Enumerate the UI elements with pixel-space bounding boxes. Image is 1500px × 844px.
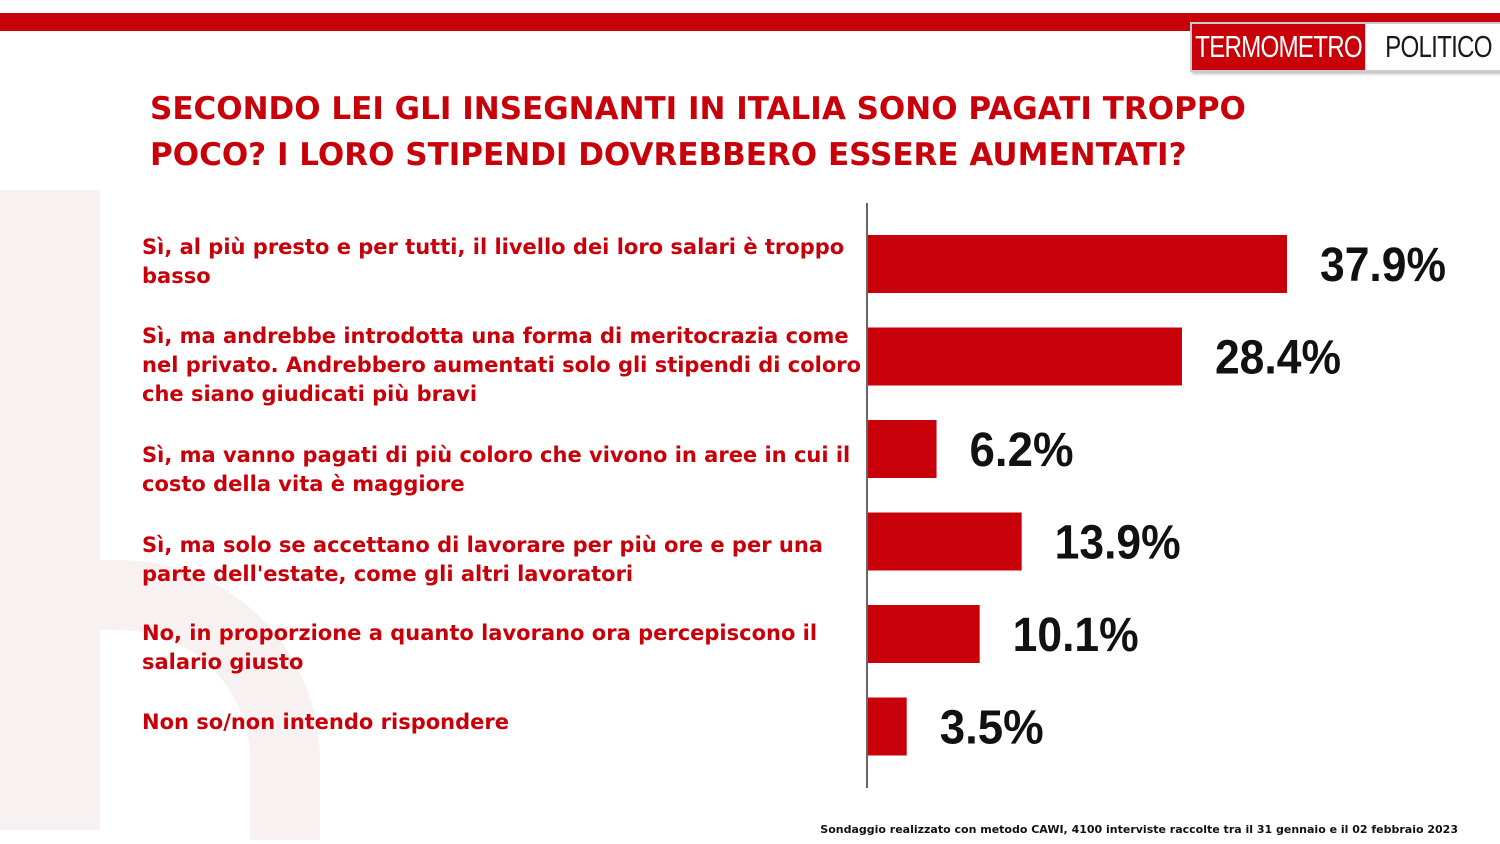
data-label-4: 13.9% (1055, 517, 1181, 570)
category-label-6: Non so/non intendo rispondere (142, 710, 509, 734)
chart-title: SECONDO LEI GLI INSEGNANTI IN ITALIA SON… (150, 91, 1246, 173)
category-label-5: No, in proporzione a quanto lavorano ora… (142, 621, 818, 674)
bar-3 (868, 420, 937, 478)
bar-1 (868, 235, 1287, 293)
data-label-1: 37.9% (1320, 239, 1446, 292)
category-label-4: Sì, ma solo se accettano di lavorare per… (142, 533, 823, 586)
data-label-2: 28.4% (1215, 332, 1341, 385)
top-red-band (0, 13, 1500, 31)
data-label-6: 3.5% (940, 702, 1044, 755)
logo-right-text: POLITICO (1384, 29, 1492, 64)
bar-2 (868, 327, 1182, 386)
category-label-2: Sì, ma andrebbe introdotta una forma di … (142, 324, 862, 406)
logo-left-text: TERMOMETRO (1192, 24, 1366, 70)
bar-4 (868, 512, 1022, 571)
data-label-3: 6.2% (970, 424, 1074, 477)
bar-6 (868, 697, 907, 756)
category-label-3: Sì, ma vanno pagati di più coloro che vi… (142, 443, 851, 496)
category-label-1: Sì, al più presto e per tutti, il livell… (142, 235, 845, 288)
data-label-5: 10.1% (1013, 609, 1139, 662)
survey-footnote: Sondaggio realizzato con metodo CAWI, 41… (820, 823, 1458, 836)
bar-5 (868, 605, 980, 663)
background-watermark (0, 190, 100, 830)
termometro-politico-logo: TERMOMETRO POLITICO (1190, 22, 1500, 72)
